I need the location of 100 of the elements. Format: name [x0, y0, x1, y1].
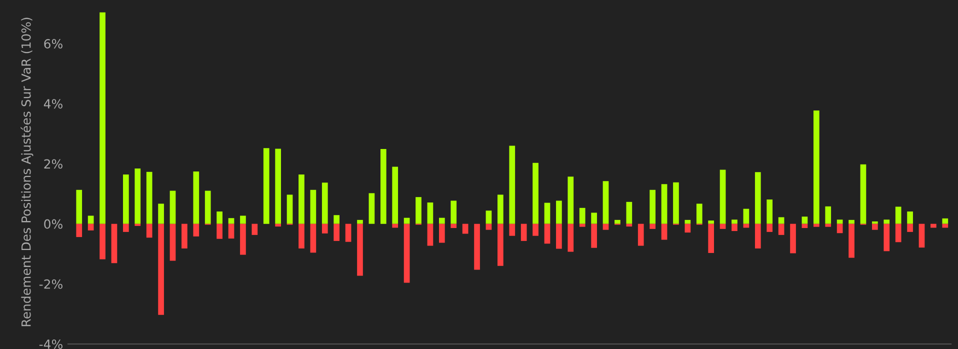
bar [895, 206, 902, 224]
bar [509, 224, 516, 236]
bar [334, 224, 340, 241]
bar [568, 224, 574, 252]
bar [661, 184, 668, 224]
bar [720, 224, 726, 229]
bar [802, 216, 808, 224]
bar [404, 218, 410, 224]
bar [310, 190, 316, 224]
bar [438, 224, 445, 243]
bar [872, 221, 878, 224]
bar [286, 194, 293, 224]
bar [918, 224, 925, 248]
bar [146, 224, 152, 238]
bar [123, 224, 129, 232]
bar [813, 110, 820, 224]
bar [204, 190, 211, 224]
bar [813, 224, 820, 227]
bar [438, 218, 445, 224]
bar [626, 202, 632, 224]
y-tick-label: 0% [44, 219, 62, 229]
bar [100, 224, 106, 260]
bar [602, 181, 609, 224]
bar [650, 190, 656, 224]
bar [650, 224, 656, 229]
bar [825, 206, 832, 224]
bar [182, 224, 188, 248]
bar [907, 224, 913, 232]
bar [802, 224, 808, 228]
bar [732, 220, 738, 224]
bar [568, 176, 574, 224]
bar [732, 224, 738, 232]
bar [532, 162, 538, 224]
bar [848, 220, 854, 224]
y-tick-label: -4% [39, 339, 62, 349]
bar [427, 202, 434, 224]
bar [392, 224, 398, 228]
bar [123, 174, 129, 224]
y-tick-label: 6% [44, 39, 62, 48]
bar [848, 224, 854, 258]
bar [743, 208, 750, 224]
bar [76, 224, 82, 238]
bar [100, 12, 106, 224]
bar [474, 224, 480, 270]
bar [498, 194, 504, 224]
bar [532, 224, 538, 236]
bar [942, 218, 948, 224]
bar [661, 224, 668, 240]
bar [930, 224, 936, 228]
y-tick-label: -2% [39, 279, 62, 289]
bar [345, 224, 352, 242]
bar [275, 224, 281, 227]
bar [942, 224, 948, 228]
bar [170, 224, 176, 261]
bar [322, 182, 328, 224]
bar [450, 200, 457, 224]
y-tick-label: 2% [44, 159, 62, 169]
bar [673, 182, 679, 224]
bar [884, 220, 890, 224]
bar [544, 224, 550, 244]
bar [76, 190, 82, 224]
bar [88, 216, 94, 224]
bar [298, 174, 304, 224]
bar [310, 224, 316, 253]
bar [907, 212, 913, 224]
bar [486, 224, 492, 230]
bar [754, 172, 761, 224]
bar [626, 224, 632, 227]
bar [520, 224, 527, 241]
bar [638, 224, 644, 246]
bar [708, 224, 714, 253]
bar [322, 224, 328, 234]
bar [778, 217, 784, 224]
bar [556, 200, 562, 224]
bar [872, 224, 878, 230]
bar [134, 168, 141, 224]
bar [462, 224, 468, 234]
bar [614, 220, 620, 224]
bar [591, 224, 597, 248]
bar [158, 224, 164, 315]
bar [579, 208, 586, 224]
bar [404, 224, 410, 283]
bar [836, 224, 843, 234]
bar [263, 148, 270, 224]
bar [216, 212, 222, 224]
bar [275, 148, 281, 224]
bar [766, 199, 773, 224]
bar [193, 172, 200, 224]
bar [696, 204, 702, 224]
bar [427, 224, 434, 246]
bar [544, 202, 550, 224]
bar [380, 149, 386, 224]
bar [556, 224, 562, 249]
y-tick-label: 4% [44, 99, 62, 109]
bar [392, 166, 398, 224]
bar [193, 224, 200, 236]
bar [591, 212, 597, 224]
bar [357, 224, 363, 276]
bar [170, 190, 176, 224]
bar [416, 197, 422, 224]
